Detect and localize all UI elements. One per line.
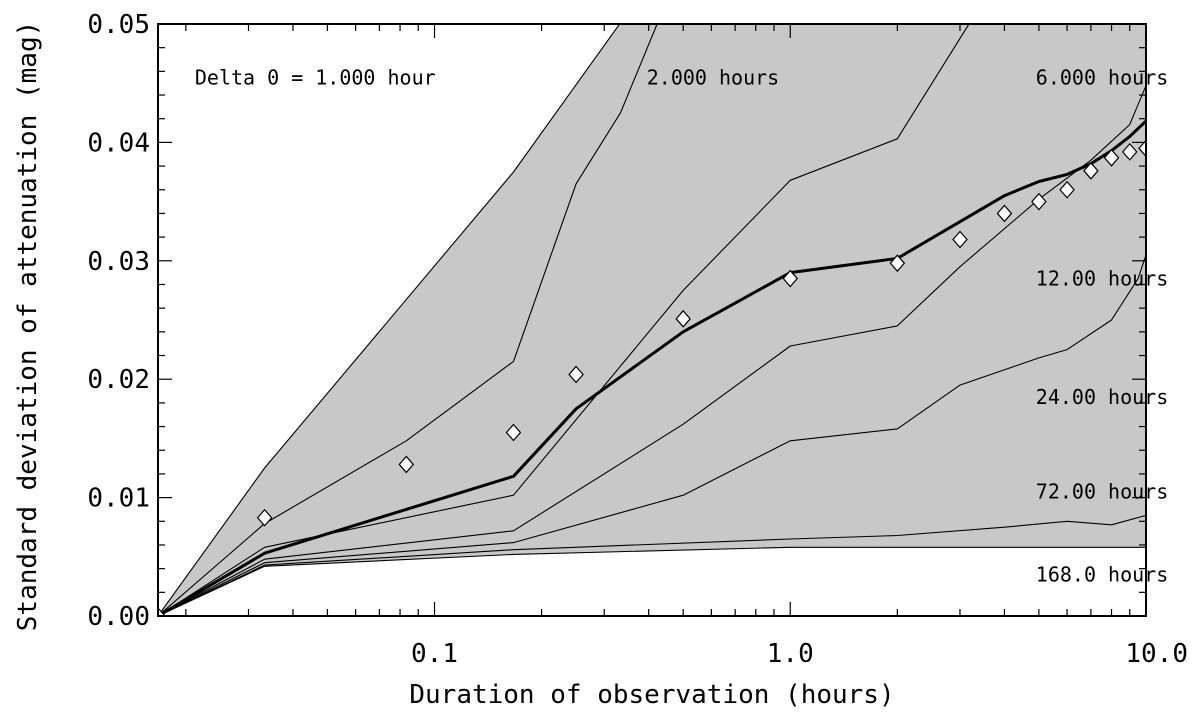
data-marker-8 bbox=[952, 230, 968, 249]
curve-label-6: 168.0 hours bbox=[1036, 563, 1168, 587]
x-tick-label-0: 0.1 bbox=[411, 639, 458, 669]
series-line-5 bbox=[158, 514, 1146, 616]
data-marker-15 bbox=[1138, 139, 1146, 158]
series-line-6 bbox=[158, 546, 1146, 616]
data-marker-12 bbox=[1083, 161, 1099, 180]
series-line-7 bbox=[158, 120, 1146, 616]
data-marker-0 bbox=[158, 607, 166, 616]
series-line-3 bbox=[158, 85, 1146, 616]
series-line-0 bbox=[158, 24, 621, 616]
y-tick-label-3: 0.03 bbox=[87, 247, 150, 277]
data-marker-9 bbox=[996, 204, 1013, 223]
y-tick-label-2: 0.02 bbox=[87, 365, 150, 395]
x-tick-label-2: 10.0 bbox=[1125, 639, 1188, 669]
curve-label-0: Delta 0 = 1.000 hour bbox=[195, 65, 436, 89]
y-tick-label-5: 0.05 bbox=[87, 10, 150, 40]
marker-layer bbox=[158, 139, 1146, 616]
plot-area bbox=[158, 24, 1146, 616]
y-axis-title: Standard deviation of attenuation (mag) bbox=[13, 21, 43, 631]
curve-label-5: 72.00 hours bbox=[1036, 480, 1168, 504]
curve-label-3: 12.00 hours bbox=[1036, 267, 1168, 291]
data-marker-13 bbox=[1103, 148, 1120, 167]
data-marker-1 bbox=[256, 508, 273, 527]
plot-frame bbox=[157, 23, 1147, 617]
x-axis-title: Duration of observation (hours) bbox=[409, 680, 894, 710]
series-line-2 bbox=[158, 24, 970, 616]
data-marker-4 bbox=[568, 365, 584, 384]
curve-label-4: 24.00 hours bbox=[1036, 385, 1168, 409]
y-tick-label-0: 0.00 bbox=[87, 602, 150, 632]
data-marker-11 bbox=[1059, 180, 1075, 199]
series-line-4 bbox=[158, 254, 1146, 616]
data-marker-5 bbox=[675, 309, 691, 328]
y-tick-label-1: 0.01 bbox=[87, 484, 150, 514]
y-tick-label-4: 0.04 bbox=[87, 128, 150, 158]
data-marker-2 bbox=[398, 455, 415, 474]
tick-layer: 0.00 0.01 0.02 0.03 0.04 0.05 0.1 1.0 10.0 bbox=[87, 10, 1188, 669]
curve-label-2: 6.000 hours bbox=[1036, 65, 1168, 89]
data-marker-10 bbox=[1031, 192, 1047, 211]
data-marker-7 bbox=[889, 254, 906, 273]
data-marker-6 bbox=[782, 269, 799, 288]
x-tick-label-1: 1.0 bbox=[767, 639, 814, 669]
data-marker-3 bbox=[505, 423, 522, 442]
curve-label-1: 2.000 hours bbox=[647, 65, 779, 89]
data-marker-14 bbox=[1121, 142, 1138, 161]
